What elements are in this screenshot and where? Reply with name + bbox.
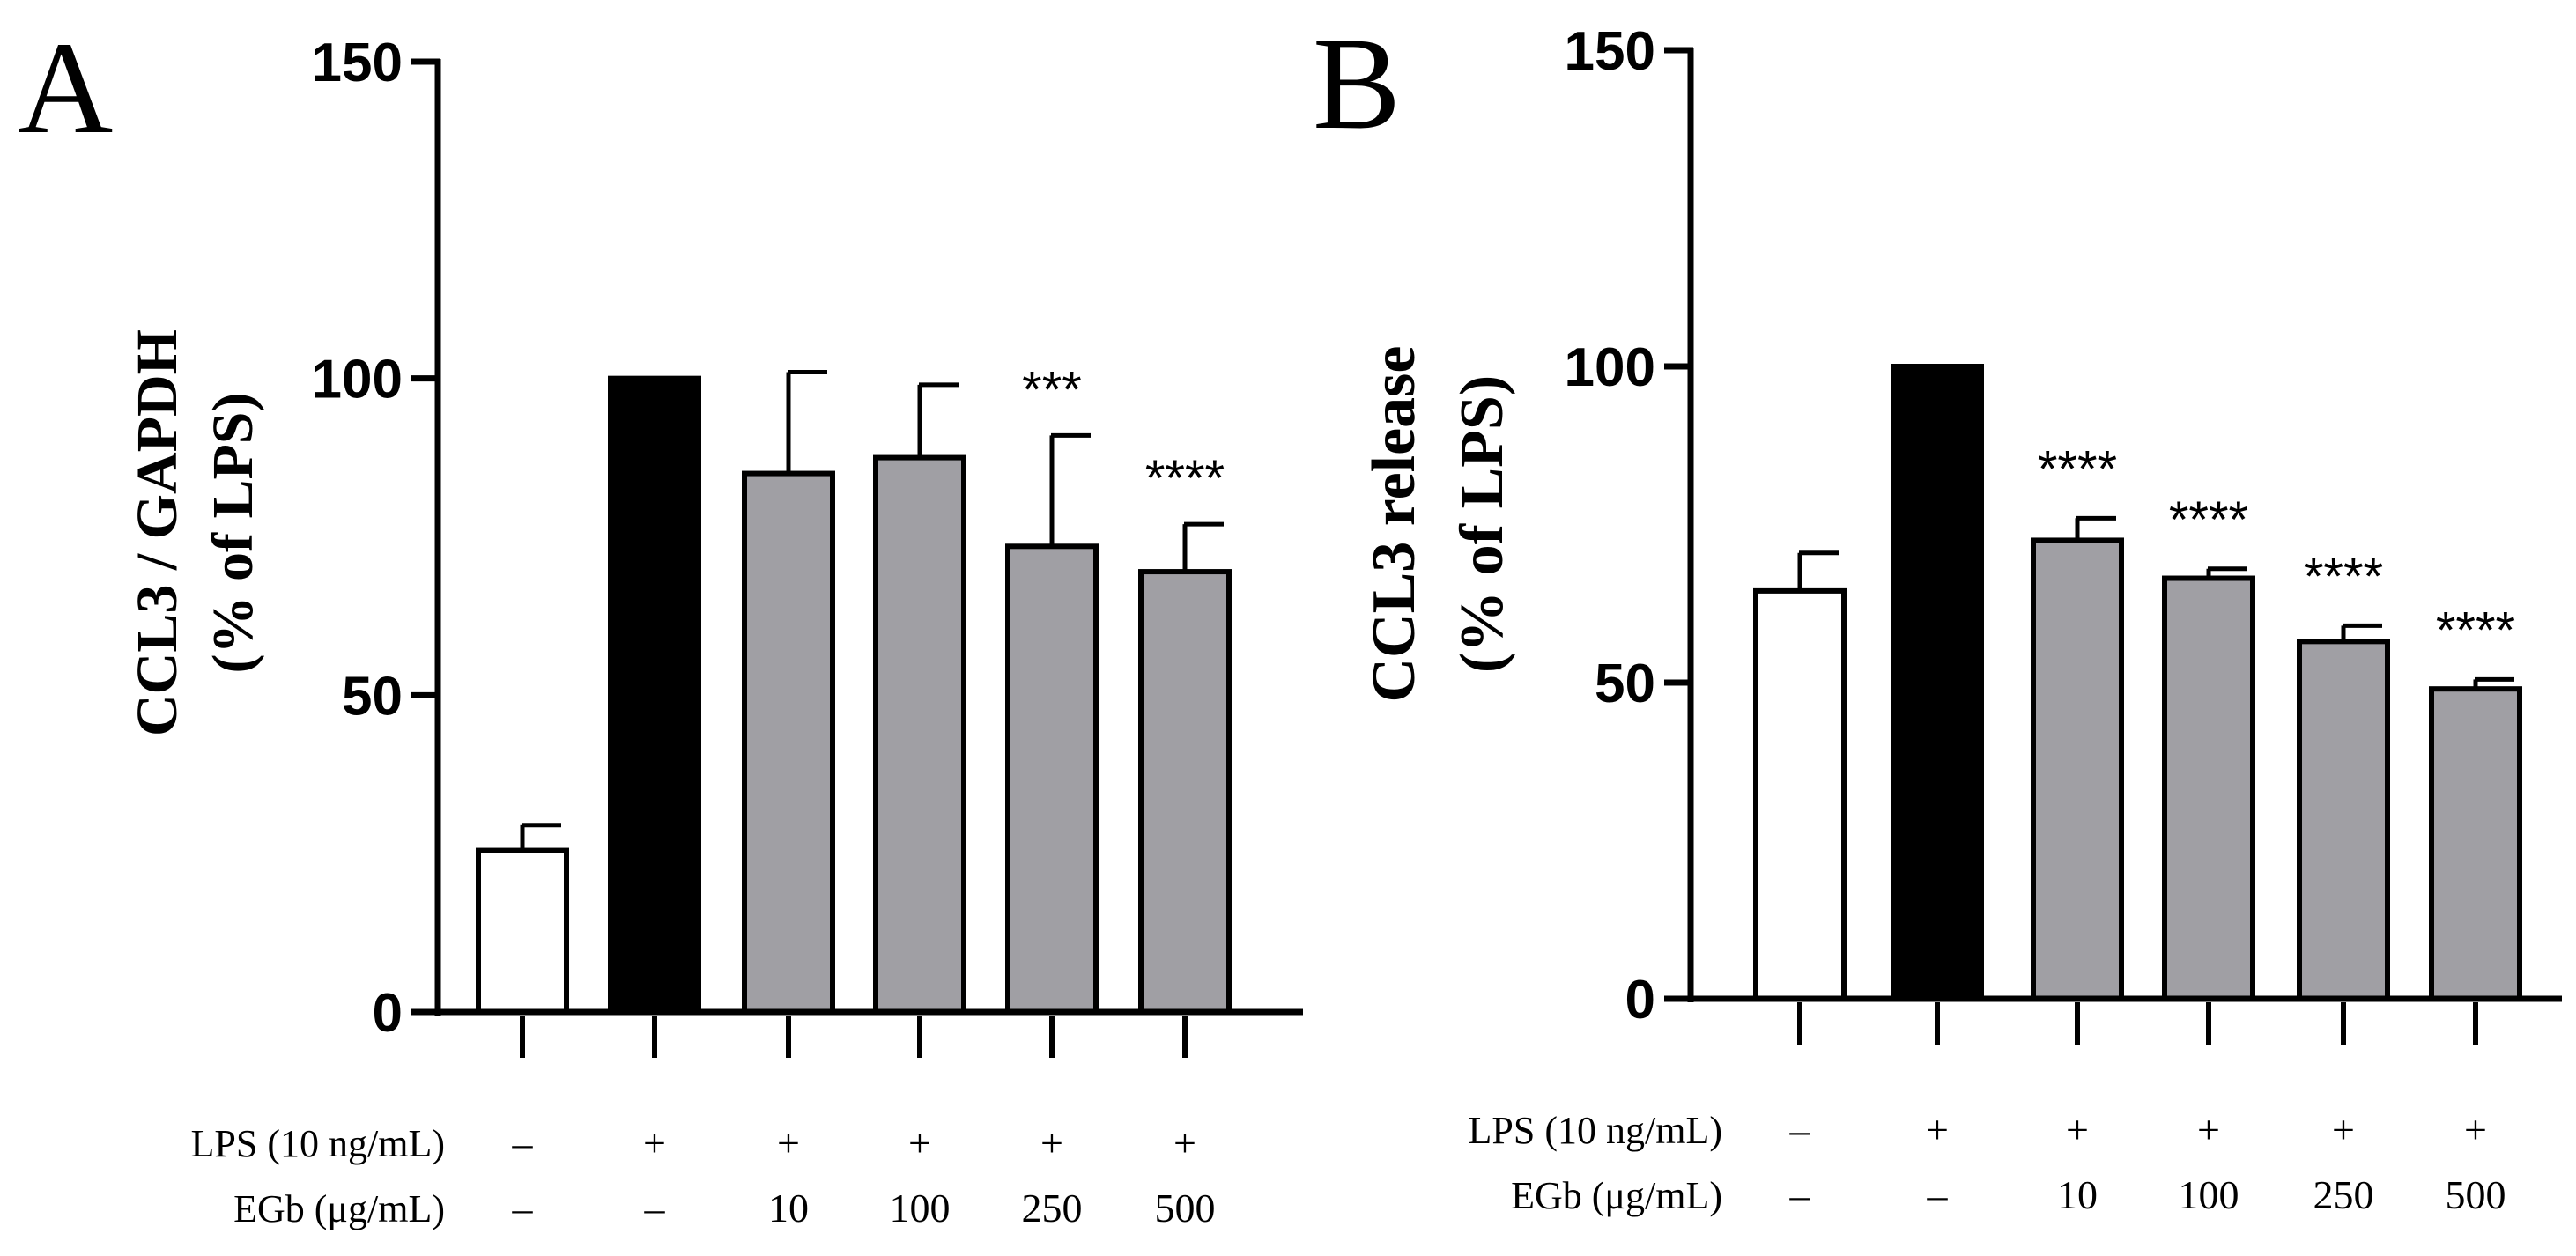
bar [476,847,569,1015]
y-axis-title-line: (% of LPS) [1448,375,1516,673]
y-tick-label: 100 [1565,337,1655,398]
y-axis-title-line: CCL3 release [1360,346,1428,703]
panel-b: B 0 50 100 150 CCL3 release (% of LPS) **** ****… [1313,11,2562,1217]
bar [2429,686,2522,1001]
condition-value: + [777,1120,800,1165]
bar [1138,569,1232,1016]
bar [1753,587,1847,1001]
condition-value: 10 [2057,1172,2098,1217]
condition-row-label: LPS (10 ng/mL) [191,1122,445,1165]
condition-value: 500 [2446,1172,2506,1217]
condition-value: 100 [2179,1172,2239,1217]
condition-value: + [1040,1120,1063,1165]
condition-value: – [1789,1172,1811,1217]
bar [742,470,835,1015]
y-tick-label: 100 [312,350,403,410]
significance-label: **** [2436,602,2515,659]
condition-value: – [1789,1107,1811,1152]
y-axis-title: CCL3 / GAPDH (% of LPS) [125,329,265,736]
bar [873,454,966,1015]
bar [2297,639,2390,1002]
y-tick-label: 0 [373,983,403,1044]
significance-label: *** [1022,361,1082,418]
condition-value: 100 [890,1186,951,1230]
condition-value: – [1927,1172,1949,1217]
condition-value: + [2464,1107,2487,1152]
y-tick-label: 0 [1625,970,1655,1031]
condition-value: – [512,1120,534,1165]
y-tick-label: 50 [1595,654,1655,714]
condition-value: + [2332,1107,2355,1152]
panel-letter: A [18,15,113,161]
y-tick-label: 50 [342,666,403,727]
significance-label: **** [2169,491,2248,549]
condition-value: + [2066,1107,2089,1152]
condition-value: 250 [1022,1186,1083,1230]
bar [2031,537,2124,1001]
condition-row-label: EGb (μg/mL) [1511,1174,1722,1217]
panel-letter: B [1313,11,1401,157]
bar [1005,543,1099,1015]
significance-label: **** [1145,450,1225,507]
bar [1891,364,1984,1001]
condition-value: + [908,1120,931,1165]
y-axis-title-line: (% of LPS) [201,393,265,674]
condition-value: 500 [1155,1186,1216,1230]
condition-value: + [2197,1107,2220,1152]
y-axis-title: CCL3 release (% of LPS) [1360,346,1516,703]
condition-row-label: LPS (10 ng/mL) [1469,1109,1722,1152]
y-axis-title-line: CCL3 / GAPDH [125,329,189,736]
bar [2162,575,2255,1002]
condition-value: + [1173,1120,1196,1165]
y-tick-label: 150 [312,33,403,93]
y-tick-label: 150 [1565,21,1655,82]
condition-value: + [643,1120,666,1165]
bar [608,375,701,1015]
condition-value: – [644,1186,666,1230]
significance-label: **** [2304,548,2383,605]
condition-value: + [1926,1107,1949,1152]
condition-value: 250 [2313,1172,2374,1217]
condition-value: 10 [768,1186,809,1230]
condition-row-label: EGb (μg/mL) [233,1187,445,1230]
condition-value: – [512,1186,534,1230]
significance-label: **** [2038,440,2117,498]
